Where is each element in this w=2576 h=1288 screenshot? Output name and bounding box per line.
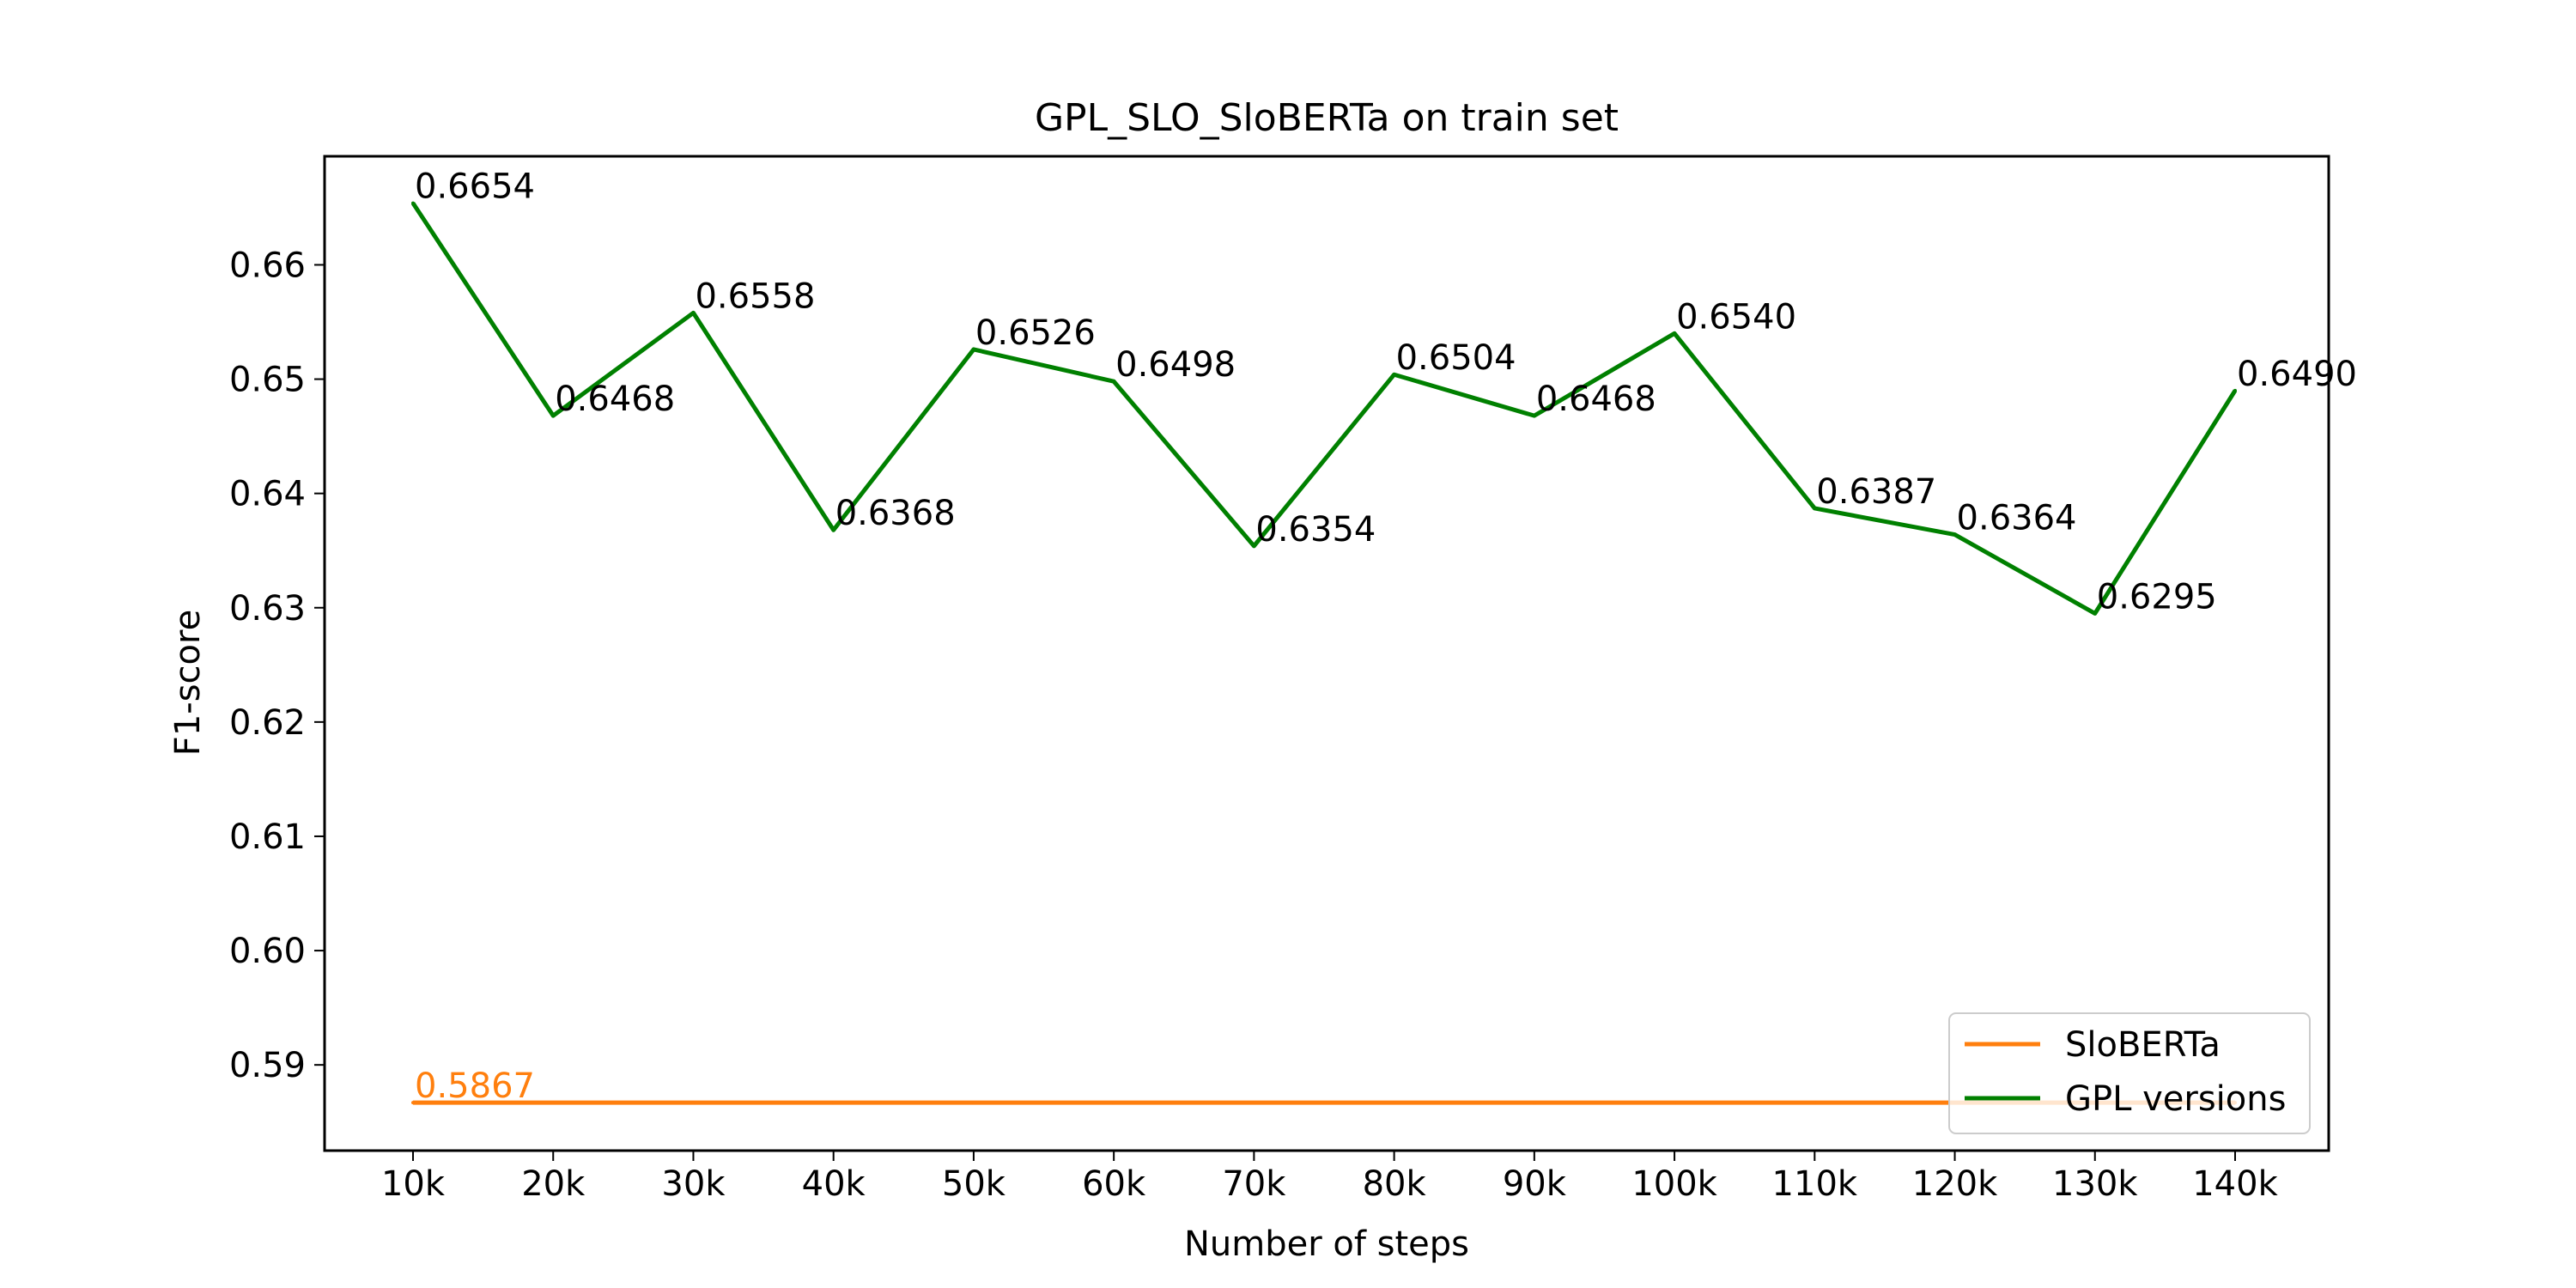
data-label-gpl-versions: 0.6368	[835, 494, 956, 533]
data-point-sloberta	[551, 1101, 556, 1105]
data-label-gpl-versions: 0.6364	[1957, 499, 2077, 538]
data-point-gpl-versions	[411, 201, 415, 205]
data-point-gpl-versions	[1392, 373, 1396, 377]
data-point-sloberta	[1813, 1101, 1817, 1105]
data-point-sloberta	[1532, 1101, 1536, 1105]
data-point-gpl-versions	[1953, 532, 1957, 537]
x-tick-label: 110k	[1772, 1164, 1858, 1204]
y-tick-label: 0.59	[229, 1046, 306, 1085]
x-tick-label: 20k	[521, 1164, 586, 1204]
legend-label-gpl-versions: GPL versions	[2065, 1079, 2286, 1119]
data-label-gpl-versions: 0.6490	[2237, 355, 2357, 394]
axis-ticks: 10k 20k 30k 40k 50k 60k 70k 80k 90k 100k 110k 120k 1…	[229, 246, 2279, 1204]
data-point-sloberta	[411, 1101, 415, 1105]
data-point-gpl-versions	[971, 347, 975, 351]
y-tick-label: 0.65	[229, 361, 306, 400]
data-label-gpl-versions: 0.6540	[1676, 297, 1796, 337]
x-tick-label: 90k	[1503, 1164, 1567, 1204]
data-label-sloberta: 0.5867	[415, 1066, 535, 1106]
y-axis-label: F1-score	[168, 610, 208, 756]
data-point-sloberta	[1112, 1101, 1116, 1105]
y-tick-label: 0.60	[229, 932, 306, 971]
x-tick-label: 120k	[1912, 1164, 1998, 1204]
x-tick-label: 60k	[1082, 1164, 1146, 1204]
data-point-gpl-versions	[1532, 414, 1536, 418]
chart-title: GPL_SLO_SloBERTa on train set	[1035, 96, 1619, 140]
y-tick-label: 0.61	[229, 817, 306, 857]
data-point-gpl-versions	[1673, 331, 1677, 336]
x-tick-label: 130k	[2052, 1164, 2138, 1204]
legend-label-sloberta: SloBERTa	[2065, 1025, 2221, 1065]
data-point-gpl-versions	[1813, 506, 1817, 510]
data-labels: 0.5867 0.6654 0.6468 0.6558 0.6368 0.6526 0.64…	[415, 167, 2357, 1107]
data-label-gpl-versions: 0.6295	[2097, 577, 2217, 617]
data-label-gpl-versions: 0.6526	[975, 313, 1096, 353]
x-tick-label: 80k	[1363, 1164, 1427, 1204]
y-tick-label: 0.66	[229, 246, 306, 285]
data-point-gpl-versions	[1252, 544, 1256, 548]
x-tick-label: 40k	[802, 1164, 866, 1204]
y-tick-label: 0.63	[229, 589, 306, 629]
data-point-gpl-versions	[2093, 611, 2097, 616]
y-tick-label: 0.64	[229, 475, 306, 514]
legend: SloBERTa GPL versions	[1948, 1012, 2311, 1134]
data-point-sloberta	[1252, 1101, 1256, 1105]
data-point-sloberta	[691, 1101, 696, 1105]
data-point-sloberta	[831, 1101, 835, 1105]
data-label-gpl-versions: 0.6387	[1816, 472, 1936, 512]
data-point-gpl-versions	[831, 528, 835, 532]
data-point-sloberta	[971, 1101, 975, 1105]
x-axis-label: Number of steps	[1184, 1224, 1469, 1264]
x-tick-label: 70k	[1222, 1164, 1286, 1204]
data-label-gpl-versions: 0.6354	[1255, 510, 1376, 550]
x-tick-label: 50k	[942, 1164, 1006, 1204]
data-label-gpl-versions: 0.6468	[555, 380, 675, 419]
data-point-gpl-versions	[1112, 380, 1116, 384]
data-label-gpl-versions: 0.6504	[1396, 338, 1516, 378]
x-tick-label: 100k	[1631, 1164, 1717, 1204]
data-point-sloberta	[1673, 1101, 1677, 1105]
plot-frame	[323, 155, 2330, 1152]
data-point-gpl-versions	[551, 414, 556, 418]
x-tick-label: 140k	[2192, 1164, 2278, 1204]
data-label-gpl-versions: 0.6654	[415, 167, 535, 207]
data-label-gpl-versions: 0.6498	[1115, 345, 1236, 385]
data-label-gpl-versions: 0.6558	[695, 276, 815, 316]
series-lines	[410, 201, 2238, 1105]
x-tick-label: 30k	[661, 1164, 726, 1204]
data-point-gpl-versions	[2233, 388, 2237, 392]
series-line-gpl-versions	[410, 202, 2238, 616]
data-point-gpl-versions	[691, 311, 696, 315]
y-tick-label: 0.62	[229, 703, 306, 743]
data-label-gpl-versions: 0.6468	[1536, 380, 1656, 419]
data-point-sloberta	[1392, 1101, 1396, 1105]
x-tick-label: 10k	[381, 1164, 446, 1204]
